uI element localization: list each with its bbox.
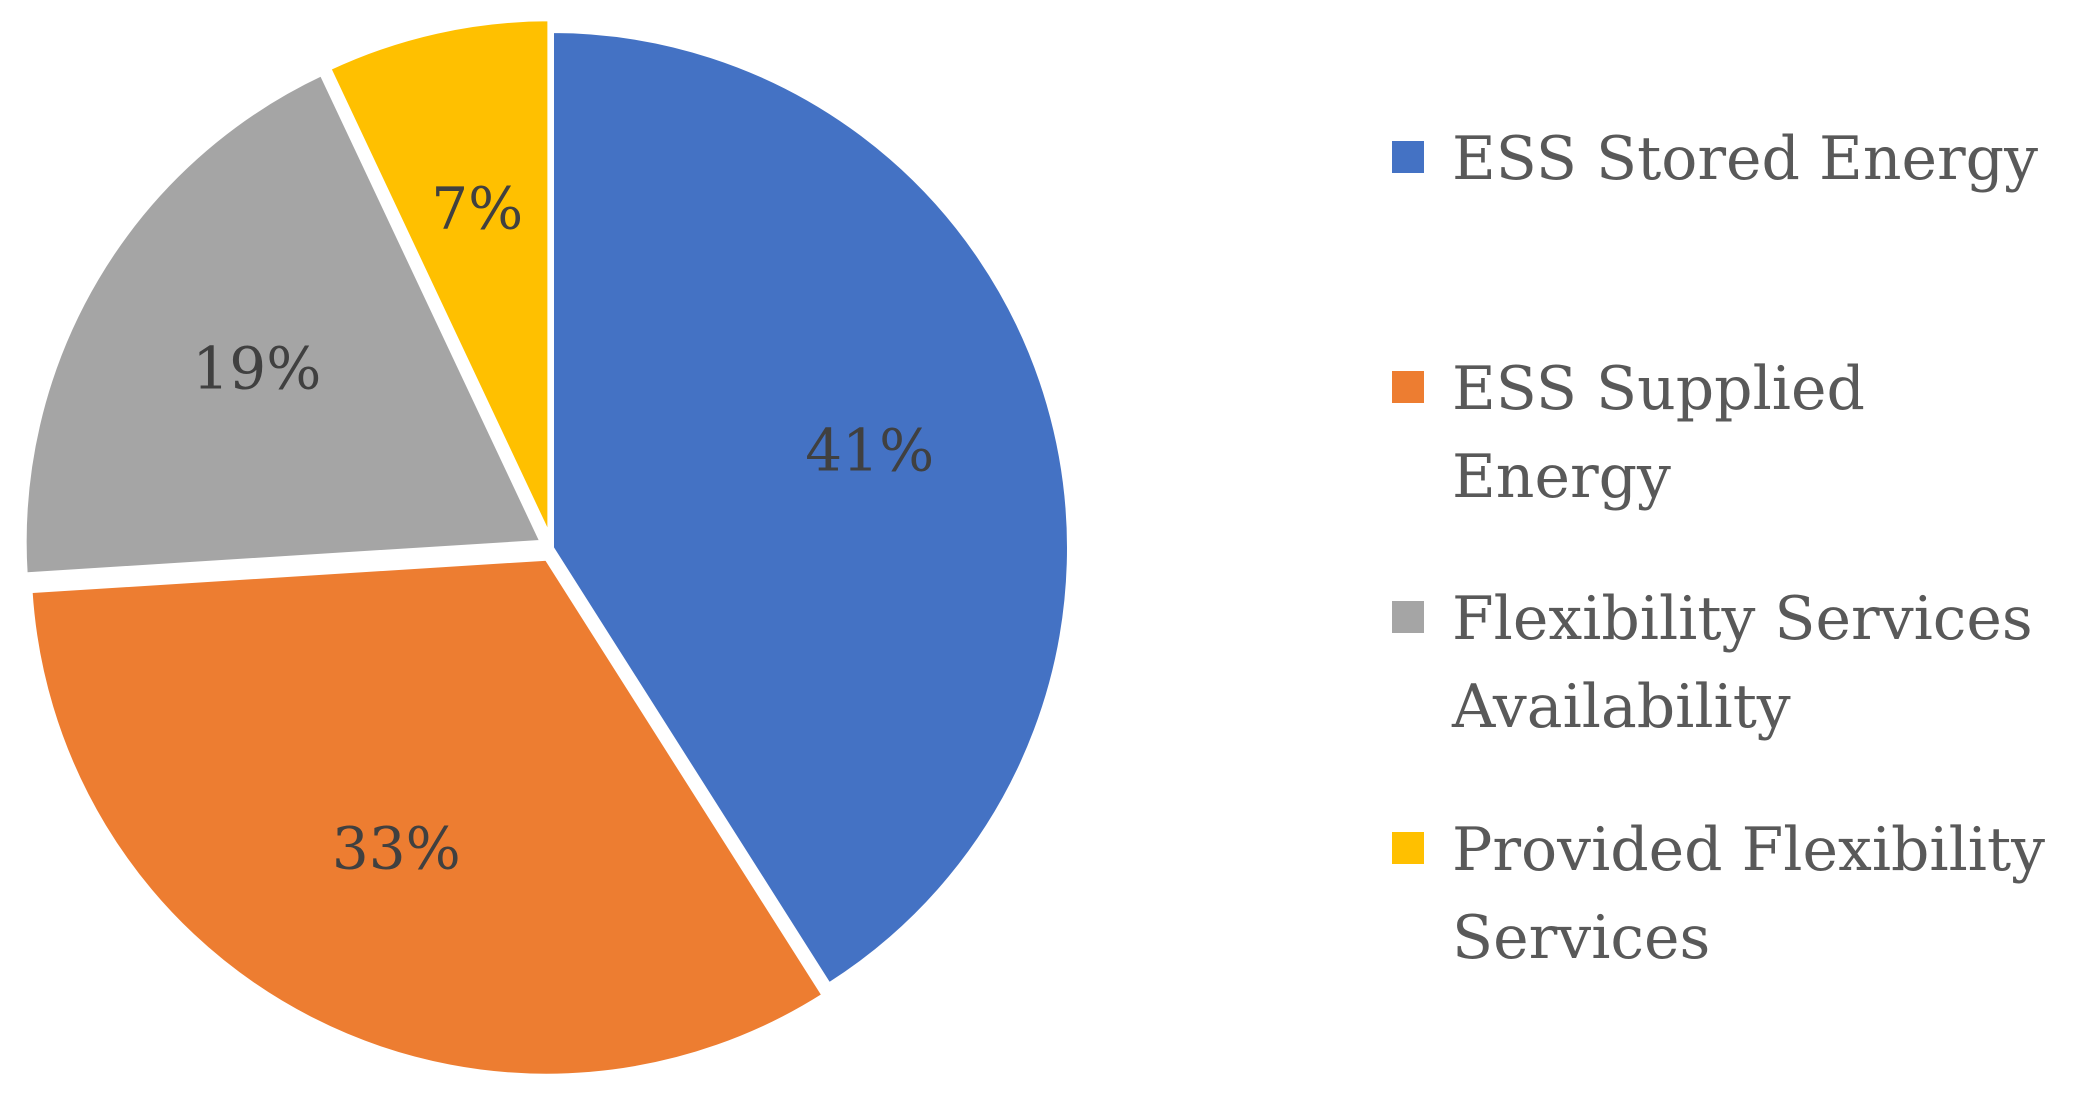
data-label-provided-flexibility-services: 7% [431, 174, 523, 242]
pie-slice-ess-stored-energy [550, 28, 1071, 988]
legend-item-provided-flexibility-services: Provided Flexibility Services [1392, 806, 2072, 982]
legend-label-provided-flexibility-services: Provided Flexibility Services [1452, 815, 2045, 973]
legend-swatch-ess-supplied-energy [1392, 371, 1424, 403]
legend-label-ess-supplied-energy: ESS Supplied Energy [1452, 354, 1865, 512]
legend-item-ess-stored-energy: ESS Stored Energy [1392, 115, 2072, 203]
data-label-flexibility-services-availability: 19% [192, 334, 321, 402]
data-label-ess-supplied-energy: 33% [332, 815, 461, 883]
pie-slice-flexibility-services-availability [22, 71, 545, 577]
pie-slice-labels: 41% 33% 19% 7% [192, 174, 934, 882]
legend-swatch-provided-flexibility-services [1392, 832, 1424, 864]
pie-slices [22, 17, 1071, 1078]
legend-swatch-ess-stored-energy [1392, 141, 1424, 173]
pie-slice-provided-flexibility-services [326, 17, 552, 538]
pie-slice-ess-supplied-energy [28, 556, 827, 1078]
legend-label-ess-stored-energy: ESS Stored Energy [1452, 124, 2038, 194]
legend-item-ess-supplied-energy: ESS Supplied Energy [1392, 345, 2072, 521]
legend-swatch-flexibility-services-availability [1392, 601, 1424, 633]
legend-label-flexibility-services-availability: Flexibility Services Availability [1452, 584, 2033, 742]
legend-item-flexibility-services-availability: Flexibility Services Availability [1392, 575, 2072, 751]
data-label-ess-stored-energy: 41% [805, 417, 934, 485]
